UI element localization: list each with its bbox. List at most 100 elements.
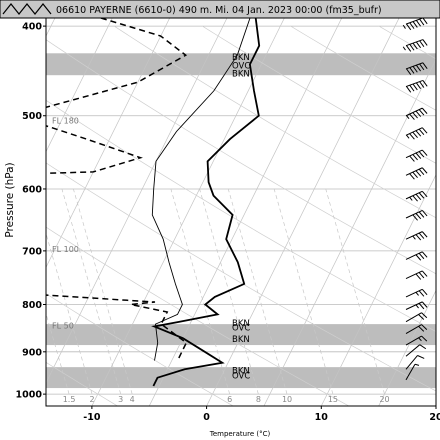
y-tick-label: 900 — [22, 347, 42, 358]
wind-barb-flag — [406, 68, 412, 75]
wind-barb-half-flag — [412, 235, 416, 240]
wind-barb-flag — [421, 149, 428, 156]
dry-adiabat — [202, 25, 436, 164]
series-temperature — [151, 18, 261, 387]
wind-barb-flag — [412, 66, 418, 73]
x-tick-label: 0 — [203, 412, 210, 423]
wind-barb-flag — [406, 23, 412, 31]
cloud-bands — [46, 53, 436, 389]
isotherm-line — [46, 18, 113, 153]
wind-barb-flag — [415, 20, 422, 27]
wind-barb — [405, 251, 428, 261]
wind-barb-half-flag — [402, 24, 406, 29]
cloud-label: BKN — [232, 319, 250, 329]
mixing-ratio-label: 20 — [379, 395, 389, 404]
y-tick-label: 800 — [22, 300, 42, 311]
wind-barb-flag — [419, 40, 425, 47]
wind-barb — [405, 344, 427, 357]
wind-barb — [405, 231, 428, 241]
wind-barb-flag — [421, 335, 428, 342]
mixing-ratio-label: 4 — [130, 395, 135, 404]
wind-barb-flag — [415, 152, 422, 159]
dry-adiabat — [113, 25, 436, 219]
wind-barb — [405, 167, 428, 180]
cloud-label: OVC — [232, 61, 250, 71]
mixing-ratio-line — [227, 188, 288, 395]
wind-barb-flag — [415, 41, 422, 49]
isotherm-line — [148, 18, 343, 406]
y-tick-label: 700 — [22, 246, 42, 257]
wind-barb-flag — [412, 214, 418, 221]
dry-adiabat — [46, 226, 350, 406]
wind-barb-flag — [418, 290, 425, 297]
wind-barb — [405, 335, 428, 346]
wind-barb-flag — [412, 83, 418, 91]
wind-barb-staff — [405, 363, 416, 381]
isotherm-line — [206, 18, 400, 406]
wind-barb-flag — [418, 325, 425, 332]
wind-barb-flag — [415, 213, 422, 220]
dry-adiabat — [46, 39, 436, 275]
zigzag-logo — [2, 3, 52, 15]
wind-barb-flag — [412, 195, 418, 202]
wind-barb-flag — [409, 22, 415, 29]
mixing-ratio-label: 3 — [118, 395, 123, 404]
wind-barb-flag — [409, 44, 415, 51]
wind-barb-half-flag — [409, 196, 413, 201]
title-bar: 06610 PAYERNE (6610-0) 490 m. Mi. 04 Jan… — [0, 0, 440, 19]
wind-barb — [405, 190, 428, 202]
wind-barb-half-flag — [406, 115, 410, 120]
wind-barb-flag — [409, 84, 415, 92]
wind-barb-flag — [418, 192, 425, 199]
wind-barb-flag — [415, 170, 422, 177]
wind-barb-flag — [421, 312, 428, 319]
wind-barb-flag — [421, 210, 428, 217]
wind-barb-half-flag — [415, 304, 419, 309]
wind-barb-flag — [412, 131, 418, 138]
wind-barb-flag — [415, 193, 422, 201]
series-dewpoint — [46, 18, 188, 359]
x-tick-label: -10 — [83, 412, 101, 423]
dry-adiabat — [46, 162, 436, 392]
wind-barb-flag — [422, 62, 428, 69]
wind-barb-flag — [409, 113, 415, 120]
wind-barb-flag — [418, 303, 425, 310]
wind-barb-flag — [415, 82, 422, 90]
wind-barb — [405, 107, 428, 120]
wind-barb-flag — [421, 251, 428, 258]
mixing-ratio-label: 1.5 — [63, 395, 76, 404]
mixing-ratio-label: 10 — [282, 395, 292, 404]
wind-barb-flag — [415, 130, 422, 137]
mixing-ratio-line — [170, 188, 231, 395]
x-tick-label: 20 — [429, 412, 440, 423]
wind-barb-flag — [418, 151, 425, 158]
wind-barb — [405, 288, 428, 298]
mixing-ratio-line — [73, 188, 133, 395]
wind-barb-flag — [412, 112, 418, 119]
x-tick-label: 10 — [315, 412, 329, 423]
wind-barb-flag — [421, 231, 428, 238]
wind-barb-flag — [421, 270, 428, 277]
wind-barb-half-flag — [406, 134, 410, 139]
cloud-label: OVC — [232, 323, 250, 333]
wind-barb-flag — [421, 288, 428, 296]
wind-barb-flag — [412, 21, 418, 28]
chart-series — [46, 18, 261, 387]
wind-barb-flag — [421, 167, 428, 174]
wind-barb — [405, 270, 428, 280]
mixing-ratio-line — [325, 188, 385, 395]
chart-title: 06610 PAYERNE (6610-0) 490 m. Mi. 04 Jan… — [56, 5, 382, 16]
flight-level-label: FL 100 — [52, 245, 79, 254]
mixing-ratio-line — [46, 232, 93, 395]
wind-barb-flag — [422, 17, 428, 25]
cloud-band-2 — [46, 367, 436, 389]
wind-barb-flag — [409, 67, 415, 74]
wind-barb-flag — [418, 314, 425, 320]
wind-barb — [405, 324, 428, 334]
wind-barb-flag — [412, 171, 418, 179]
wind-barb — [405, 79, 428, 93]
wind-barb-staff — [405, 344, 421, 357]
wind-barb-flag — [409, 173, 415, 180]
wind-barb-flag — [415, 64, 422, 72]
